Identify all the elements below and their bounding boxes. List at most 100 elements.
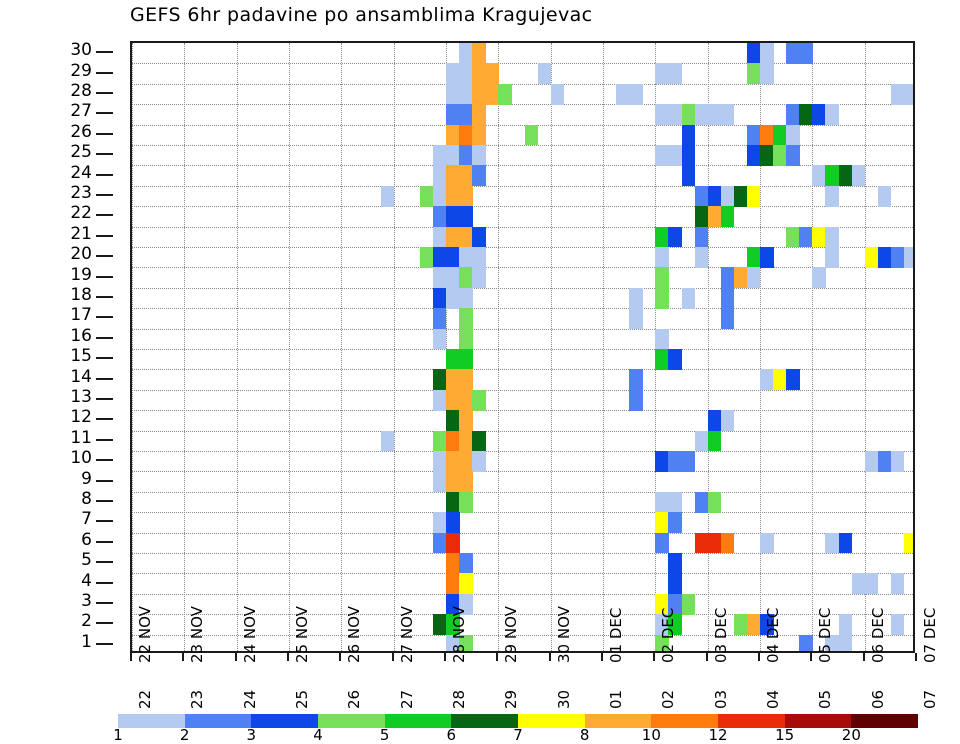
- gridline-horizontal: [132, 267, 913, 269]
- heatmap-cell: [694, 206, 709, 228]
- heatmap-cell: [799, 104, 813, 126]
- y-tick-mark: [96, 153, 113, 156]
- heatmap-cell: [812, 267, 826, 289]
- x-tick-mark: [234, 653, 237, 661]
- heatmap-cell: [694, 532, 709, 554]
- heatmap-cell: [655, 614, 669, 636]
- heatmap-cell: [733, 185, 748, 207]
- x-tick-label-month: 27 NOV: [397, 606, 416, 663]
- y-tick-label: 13: [70, 387, 92, 407]
- heatmap-cell: [498, 83, 512, 105]
- heatmap-cell: [655, 226, 669, 248]
- heatmap-cell: [629, 369, 643, 391]
- heatmap-cell: [707, 430, 722, 452]
- heatmap-cell: [812, 226, 826, 248]
- y-tick-label: 24: [70, 162, 92, 183]
- heatmap-cell: [668, 451, 682, 472]
- chart-title: GEFS 6hr padavine po ansamblima Kragujev…: [130, 4, 593, 26]
- gridline-horizontal: [132, 328, 913, 330]
- heatmap-cell: [472, 83, 486, 105]
- heatmap-cell: [864, 451, 879, 472]
- colorbar-tick-label: 4: [313, 726, 323, 744]
- x-tick-mark: [705, 653, 708, 661]
- heatmap-cell: [446, 451, 460, 472]
- heatmap-cell: [668, 573, 682, 595]
- heatmap-cell: [472, 43, 486, 64]
- y-tick-mark: [96, 275, 113, 278]
- heatmap-cell: [446, 614, 460, 636]
- plot-area: [130, 41, 915, 653]
- x-tick-label-month: 28 NOV: [450, 606, 468, 663]
- heatmap-cell: [786, 43, 800, 64]
- x-tick-label-day: 05: [816, 689, 835, 709]
- heatmap-cell: [720, 206, 735, 228]
- gridline-vertical: [446, 43, 447, 651]
- heatmap-cell: [432, 328, 447, 350]
- x-tick-label-month: 24 NOV: [240, 606, 259, 663]
- heatmap-cell: [446, 471, 460, 493]
- y-tick-mark: [96, 336, 113, 339]
- y-tick-mark: [96, 540, 113, 543]
- heatmap-cell: [746, 124, 761, 146]
- heatmap-cell: [890, 614, 905, 636]
- heatmap-cell: [419, 247, 434, 268]
- gridline-horizontal: [132, 369, 913, 371]
- y-tick-label: 20: [70, 244, 92, 265]
- heatmap-cell: [655, 593, 669, 615]
- x-tick-mark: [758, 653, 760, 661]
- x-tick-label-month: 25 NOV: [293, 606, 311, 663]
- y-tick-label: 22: [70, 203, 92, 224]
- x-tick-label-month: 07 DEC: [921, 607, 939, 663]
- colorbar-segment: [851, 714, 919, 728]
- gridline-vertical: [236, 43, 238, 651]
- heatmap-cell: [459, 593, 473, 615]
- colorbar-segment: [318, 714, 386, 728]
- heatmap-cell: [446, 165, 460, 187]
- heatmap-cell: [655, 328, 669, 350]
- heatmap-cell: [668, 349, 682, 370]
- heatmap-cell: [472, 124, 486, 146]
- heatmap-cell: [733, 614, 748, 636]
- y-tick-label: 3: [81, 591, 92, 611]
- y-tick-label: 27: [70, 101, 92, 122]
- y-tick-mark: [96, 255, 113, 258]
- gridline-vertical: [812, 43, 814, 651]
- heatmap-cell: [838, 634, 853, 651]
- heatmap-cell: [446, 512, 460, 534]
- heatmap-cell: [655, 532, 669, 554]
- heatmap-cell: [432, 451, 447, 472]
- x-tick-mark: [182, 653, 185, 661]
- y-tick-mark: [96, 438, 113, 441]
- y-tick-mark: [96, 92, 113, 94]
- x-tick-mark: [391, 653, 394, 661]
- y-tick-mark: [96, 622, 113, 625]
- heatmap-cell: [472, 104, 486, 126]
- heatmap-cell: [446, 634, 460, 651]
- heatmap-cell: [446, 124, 460, 146]
- colorbar-tick-label: 7: [513, 726, 523, 744]
- y-tick-label: 5: [81, 550, 92, 571]
- heatmap-cell: [903, 247, 913, 268]
- heatmap-cell: [446, 491, 460, 513]
- gridline-vertical: [707, 43, 709, 651]
- x-tick-mark: [444, 653, 446, 661]
- heatmap-cell: [786, 124, 800, 146]
- heatmap-cell: [890, 83, 905, 105]
- gridline-horizontal: [132, 247, 913, 248]
- heatmap-cell: [459, 410, 473, 432]
- colorbar-segment: [451, 714, 519, 728]
- heatmap-cell: [432, 247, 447, 268]
- heatmap-cell: [446, 247, 460, 268]
- heatmap-cell: [459, 206, 473, 228]
- colorbar-tick-label: 15: [775, 726, 795, 744]
- heatmap-cell: [446, 226, 460, 248]
- colorbar-tick-label: 10: [641, 726, 661, 744]
- heatmap-cell: [694, 247, 709, 268]
- heatmap-cell: [432, 226, 447, 248]
- gridline-horizontal: [132, 430, 913, 432]
- y-tick-label: 17: [70, 305, 92, 326]
- heatmap-cell: [459, 573, 473, 595]
- y-tick-mark: [96, 71, 113, 74]
- gridline-horizontal: [132, 532, 913, 534]
